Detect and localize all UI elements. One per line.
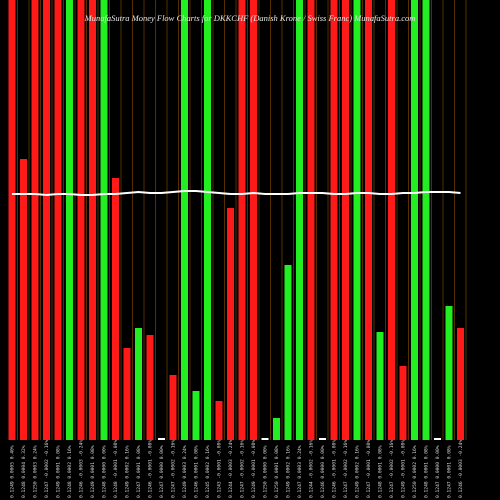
x-tick-label: 0.1250 0.0003 0.24% xyxy=(33,445,39,498)
bar xyxy=(43,0,50,440)
x-tick-label: 0.1250 0.0000 0.00% xyxy=(263,445,269,498)
bar xyxy=(353,0,361,440)
x-tick-label: 0.1249 0.0002 0.16% xyxy=(355,445,361,498)
x-tick-label: 0.1247 -0.0002 -0.16% xyxy=(240,440,246,498)
x-tick-label: 0.1246 -0.0003 -0.24% xyxy=(458,440,464,498)
x-tick-label: 0.1247 -0.0001 -0.08% xyxy=(366,440,372,498)
x-tick-label: 0.1248 0.0001 0.08% xyxy=(378,445,384,498)
x-tick-label: 0.1249 0.0005 0.40% xyxy=(10,445,16,498)
bar xyxy=(158,438,165,440)
bar xyxy=(181,0,188,440)
x-tick-label: 0.1243 -0.0001 -0.08% xyxy=(217,440,223,498)
bar xyxy=(422,0,430,440)
bar xyxy=(365,0,372,440)
bar xyxy=(296,0,303,440)
x-tick-label: 0.1246 0.0000 0.00% xyxy=(320,445,326,498)
x-tick-label: 0.1247 0.0001 0.08% xyxy=(136,445,142,498)
bar xyxy=(457,328,464,440)
x-tick-label: 0.1248 0.0002 0.16% xyxy=(67,445,73,498)
x-tick-label: 0.1247 0.0000 0.00% xyxy=(435,445,441,498)
x-tick-label: 0.1245 0.0002 0.16% xyxy=(205,445,211,498)
bar xyxy=(227,208,234,440)
bar xyxy=(89,0,96,440)
x-tick-label: 0.1246 -0.0003 -0.24% xyxy=(79,440,85,498)
bars xyxy=(8,0,464,440)
bar xyxy=(112,178,119,440)
bar xyxy=(399,366,407,440)
bar xyxy=(376,332,384,440)
x-labels: 0.1249 0.0005 0.40% 0.1248 0.0004 0.32% 0.… xyxy=(10,440,465,498)
x-tick-label: 0.1249 0.0001 0.08% xyxy=(56,445,62,498)
bar xyxy=(146,335,154,440)
bar xyxy=(135,328,142,440)
bar xyxy=(100,0,108,440)
lines xyxy=(12,190,461,197)
x-tick-label: 0.1248 0.0004 0.32% xyxy=(21,445,27,498)
bar xyxy=(8,0,16,440)
bar xyxy=(330,0,338,440)
x-tick-label: 0.1247 -0.0002 -0.16% xyxy=(343,440,349,498)
x-tick-label: 0.1246 -0.0001 -0.08% xyxy=(332,440,338,498)
bar xyxy=(31,0,39,440)
bar xyxy=(20,159,27,440)
bar xyxy=(273,418,280,440)
x-tick-label: 0.1249 -0.0001 -0.08% xyxy=(401,440,407,498)
x-tick-label: 0.1249 0.0002 0.16% xyxy=(125,445,131,498)
chart-title: MunafaSutra Money Flow Charts for DKKCHF… xyxy=(84,13,416,23)
bar xyxy=(388,0,395,440)
x-tick-label: 0.1246 -0.0001 -0.08% xyxy=(148,440,154,498)
bar xyxy=(319,438,326,440)
x-tick-label: 0.1244 -0.0002 -0.16% xyxy=(309,440,315,498)
x-tick-label: 0.1250 0.0002 0.16% xyxy=(412,445,418,498)
bar xyxy=(250,0,257,440)
bar xyxy=(123,348,131,440)
bar xyxy=(66,0,73,440)
bar xyxy=(445,306,453,440)
bar xyxy=(411,0,418,440)
bar xyxy=(261,438,269,440)
bar xyxy=(434,438,441,440)
x-tick-label: 0.1246 0.0001 0.08% xyxy=(194,445,200,498)
bar xyxy=(238,0,246,440)
x-tick-label: 0.1249 0.0001 0.08% xyxy=(90,445,96,498)
bar xyxy=(204,0,211,440)
x-tick-label: 0.1249 0.0003 0.24% xyxy=(182,445,188,498)
bar xyxy=(77,0,85,440)
bar xyxy=(192,391,200,440)
x-tick-label: 0.1244 -0.0003 -0.24% xyxy=(228,440,234,498)
x-tick-label: 0.1247 -0.0002 -0.16% xyxy=(44,440,50,498)
x-tick-label: 0.1247 -0.0002 -0.16% xyxy=(389,440,395,498)
x-tick-label: 0.1247 0.0001 0.08% xyxy=(447,445,453,498)
bar xyxy=(307,0,315,440)
bar xyxy=(284,265,292,440)
line xyxy=(12,190,461,197)
x-tick-label: 0.1247 0.0003 0.24% xyxy=(297,445,303,498)
x-tick-label: 0.1250 0.0001 0.08% xyxy=(274,445,280,498)
x-tick-label: 0.1248 -0.0001 -0.08% xyxy=(113,440,119,498)
x-tick-label: 0.1248 0.0000 0.00% xyxy=(102,445,108,498)
x-tick-label: 0.1248 0.0001 0.08% xyxy=(424,445,430,498)
bar xyxy=(169,375,177,440)
x-tick-label: 0.1247 -0.0002 -0.16% xyxy=(171,440,177,498)
bar xyxy=(54,0,62,440)
bar xyxy=(215,401,223,440)
x-tick-label: 0.1249 0.0002 0.16% xyxy=(286,445,292,498)
x-tick-label: 0.1249 -0.0001 -0.08% xyxy=(251,440,257,498)
bar xyxy=(342,0,349,440)
grid xyxy=(17,0,467,440)
x-tick-label: 0.1247 0.0000 0.00% xyxy=(159,445,165,498)
